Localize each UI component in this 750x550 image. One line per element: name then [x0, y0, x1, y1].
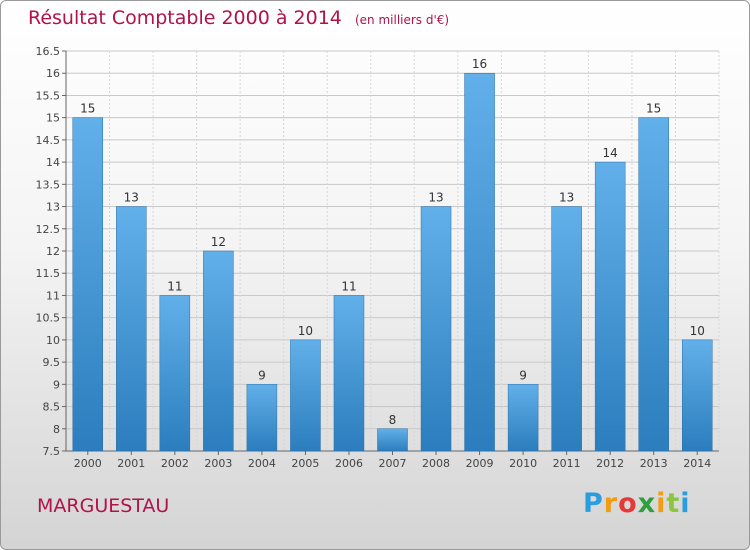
x-tick-label: 2000: [74, 457, 102, 470]
y-tick-label: 15: [46, 112, 60, 125]
bar: [246, 384, 278, 452]
commune-name: MARGUESTAU: [37, 495, 170, 517]
x-tick-label: 2014: [683, 457, 711, 470]
y-tick-label: 9.5: [43, 356, 61, 369]
x-tick-label: 2013: [640, 457, 668, 470]
x-tick-label: 2009: [466, 457, 494, 470]
chart-title-block: Résultat Comptable 2000 à 2014 (en milli…: [28, 7, 449, 29]
chart-title: Résultat Comptable 2000 à 2014: [28, 7, 342, 29]
y-tick-label: 15.5: [36, 89, 61, 102]
logo-letter: i: [680, 488, 691, 519]
y-tick-label: 8: [53, 423, 60, 436]
logo-letter: o: [618, 488, 638, 519]
data-label: 9: [258, 368, 266, 382]
x-tick-label: 2006: [335, 457, 363, 470]
y-tick-label: 13.5: [36, 178, 61, 191]
y-tick-label: 8.5: [43, 401, 61, 414]
y-tick-label: 12: [46, 245, 60, 258]
bar: [159, 295, 191, 452]
proxiti-logo: Proxiti: [583, 488, 691, 519]
bars: [72, 72, 713, 452]
logo-letter: t: [666, 488, 681, 519]
bar: [72, 117, 104, 452]
bar: [420, 206, 452, 452]
logo-letter: x: [637, 488, 657, 519]
data-label: 11: [167, 279, 182, 293]
data-label: 12: [211, 235, 226, 249]
bar: [290, 339, 321, 452]
x-tick-label: 2004: [248, 457, 276, 470]
chart-unit-note: (en milliers d'€): [354, 13, 450, 27]
y-tick-labels: 7.5 8 8.5 9 9.5 10 10.5 11 11.5 12 12.5 13 13.5 14 14.…: [36, 45, 61, 458]
logo-letter: P: [583, 488, 604, 519]
x-tick-label: 2008: [422, 457, 450, 470]
data-label: 13: [124, 191, 139, 205]
data-labels: 15 13 11 12 9 10 11 8 13 16 9 13 14 15 10: [80, 57, 705, 427]
bar: [681, 339, 713, 452]
x-tick-label: 2010: [509, 457, 537, 470]
y-tick-label: 10: [46, 334, 60, 347]
bar: [638, 117, 669, 452]
data-label: 15: [80, 102, 95, 116]
bar: [116, 206, 147, 452]
logo-letter: i: [656, 488, 667, 519]
data-label: 10: [298, 324, 313, 338]
x-tick-label: 2005: [291, 457, 319, 470]
bar: [594, 161, 626, 452]
data-label: 16: [472, 57, 487, 71]
data-label: 13: [559, 191, 574, 205]
data-label: 11: [341, 279, 356, 293]
y-tick-label: 16.5: [36, 45, 61, 58]
bar: [377, 428, 408, 452]
y-tick-label: 11: [46, 289, 60, 302]
x-tick-label: 2012: [596, 457, 624, 470]
data-label: 15: [646, 102, 661, 116]
y-tick-label: 13: [46, 201, 60, 214]
y-tick-label: 12.5: [36, 223, 61, 236]
bar: [203, 250, 234, 452]
x-tick-label: 2002: [161, 457, 189, 470]
x-tick-label: 2003: [204, 457, 232, 470]
data-label: 9: [519, 368, 527, 382]
y-tick-label: 9: [53, 378, 60, 391]
y-tick-label: 14: [46, 156, 60, 169]
bar: [551, 206, 582, 452]
y-tick-label: 16: [46, 67, 60, 80]
x-tick-label: 2007: [379, 457, 407, 470]
data-label: 14: [603, 146, 618, 160]
x-tick-label: 2001: [117, 457, 145, 470]
bar: [507, 384, 539, 452]
y-tick-label: 10.5: [36, 312, 61, 325]
data-label: 13: [428, 191, 443, 205]
bar: [333, 295, 365, 452]
x-tick-label: 2011: [553, 457, 581, 470]
y-tick-label: 7.5: [43, 445, 61, 458]
y-tick-label: 14.5: [36, 134, 61, 147]
y-tick-label: 11.5: [36, 267, 61, 280]
logo-letter: r: [603, 488, 619, 519]
bar: [464, 72, 495, 452]
data-label: 10: [690, 324, 705, 338]
data-label: 8: [389, 413, 397, 427]
x-tick-labels: 2000 2001 2002 2003 2004 2005 2006 2007 2008 2009…: [74, 457, 711, 470]
